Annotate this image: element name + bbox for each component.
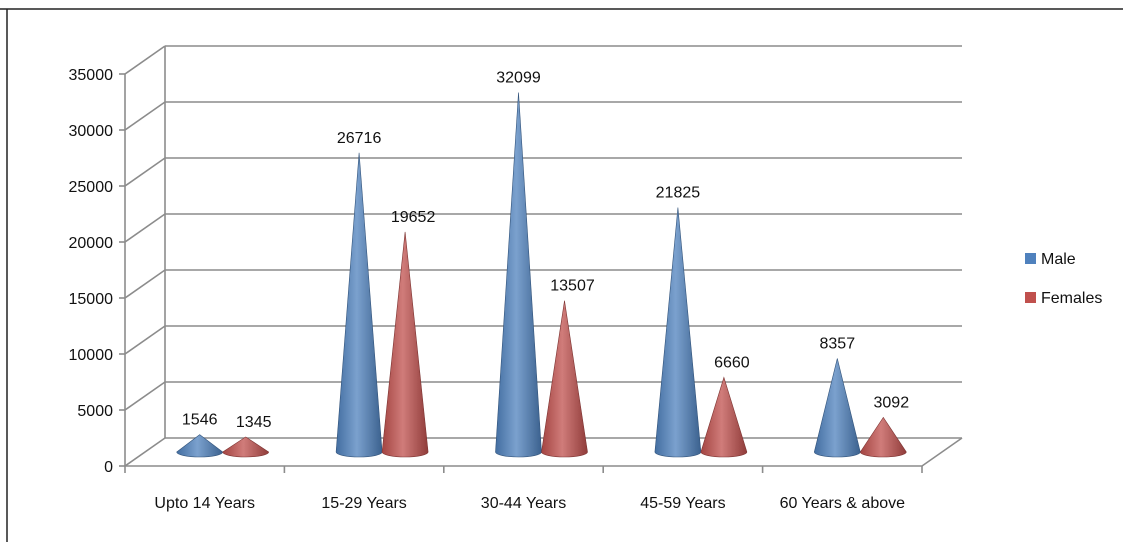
x-tick-label: 60 Years & above (780, 495, 906, 512)
data-label-male-3: 32099 (496, 69, 541, 86)
y-tick-label: 35000 (69, 67, 114, 84)
y-tick-label: 25000 (69, 179, 114, 196)
data-label-females-4: 6660 (714, 354, 750, 371)
gridline-diagonal (124, 101, 166, 131)
gridline-diagonal (124, 325, 166, 355)
x-tick-label: 30-44 Years (481, 495, 566, 512)
legend-swatch-male (1025, 253, 1036, 264)
y-tick-label: 10000 (69, 347, 114, 364)
cone-layer (176, 92, 907, 458)
data-label-male-5: 8357 (820, 335, 856, 352)
y-tick-label: 15000 (69, 291, 114, 308)
legend: Male Females (1025, 251, 1102, 307)
data-label-females-3: 13507 (550, 278, 595, 295)
gridline-diagonal (124, 157, 166, 187)
legend-label-females: Females (1041, 290, 1102, 307)
gridline-diagonal (124, 269, 166, 299)
gridline-diagonal (124, 381, 166, 411)
legend-swatch-females (1025, 292, 1036, 303)
cone-females-5 (859, 416, 907, 458)
data-label-females-5: 3092 (874, 394, 910, 411)
cone-male-1 (176, 434, 224, 458)
cone-male-3 (495, 92, 542, 458)
y-tick-label: 30000 (69, 123, 114, 140)
cone-females-1 (222, 436, 270, 458)
gridline-diagonal (124, 213, 166, 243)
x-tick-label: 15-29 Years (321, 495, 406, 512)
data-label-male-2: 26716 (337, 130, 382, 147)
cone-females-3 (541, 300, 588, 458)
data-label-male-1: 1546 (182, 412, 218, 429)
x-tick-label: 45-59 Years (640, 495, 725, 512)
y-tick-label: 5000 (77, 403, 113, 420)
gridline-diagonal (124, 45, 166, 75)
cone-male-2 (335, 152, 383, 458)
cone-male-4 (654, 207, 702, 458)
data-label-females-2: 19652 (391, 209, 436, 226)
y-tick-label: 20000 (69, 235, 114, 252)
y-tick-label: 0 (104, 459, 113, 476)
cone-females-4 (700, 376, 748, 458)
legend-label-male: Male (1041, 251, 1076, 268)
x-tick-label: Upto 14 Years (154, 495, 255, 512)
label-layer: 0 5000 10000 15000 20000 25000 30000 35000 Upto … (69, 67, 910, 512)
data-label-male-4: 21825 (656, 185, 701, 202)
cone-male-5 (813, 358, 861, 458)
cone-females-2 (381, 231, 429, 458)
gridline-diagonal (124, 437, 166, 467)
data-label-females-1: 1345 (236, 414, 272, 431)
